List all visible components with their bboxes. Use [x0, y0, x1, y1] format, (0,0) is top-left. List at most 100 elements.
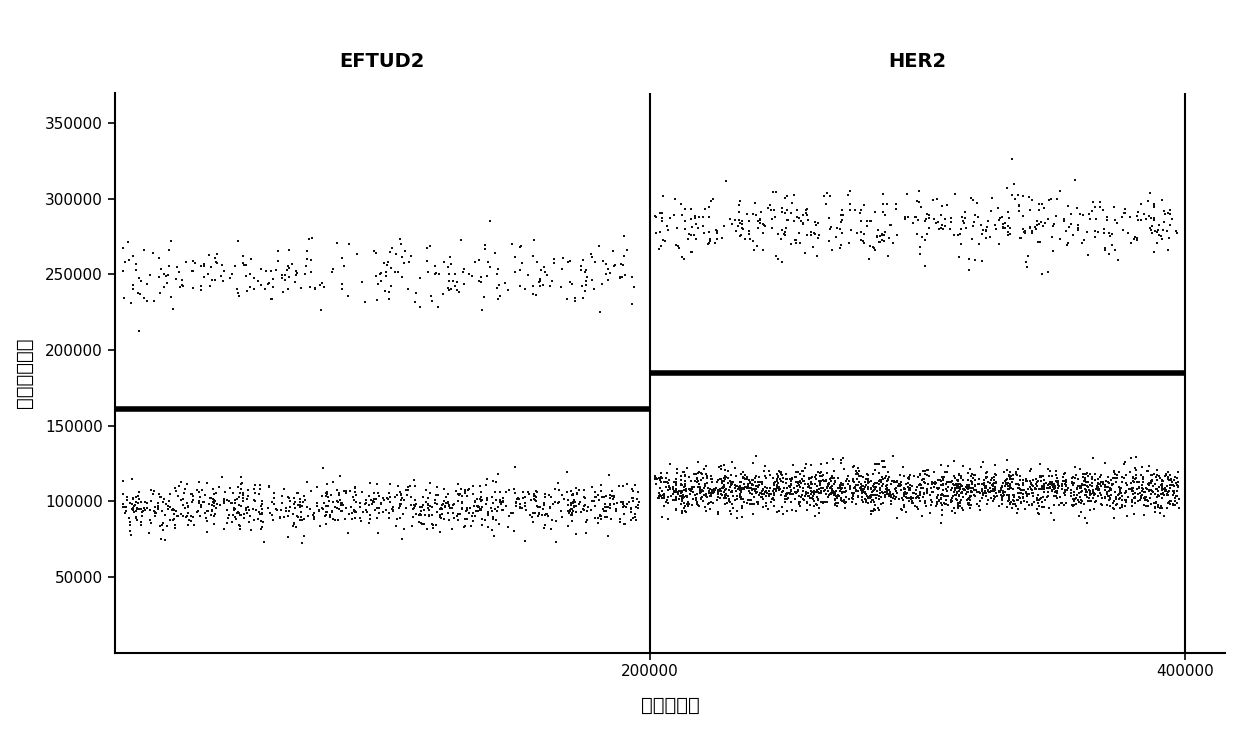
- Point: [993, 219, 1013, 231]
- Point: [1038, 266, 1058, 277]
- Point: [771, 469, 791, 481]
- Point: [451, 483, 471, 495]
- Point: [801, 482, 821, 493]
- Point: [532, 509, 552, 520]
- Point: [861, 505, 880, 517]
- Point: [615, 250, 635, 261]
- Point: [272, 504, 291, 516]
- Point: [758, 202, 777, 214]
- Point: [951, 496, 971, 507]
- Point: [466, 506, 486, 518]
- Point: [190, 476, 210, 488]
- Point: [228, 507, 248, 518]
- Point: [998, 207, 1018, 218]
- Point: [878, 199, 898, 210]
- Point: [651, 207, 671, 219]
- Point: [941, 484, 961, 496]
- Point: [737, 471, 756, 483]
- Point: [797, 481, 817, 493]
- Point: [322, 506, 342, 518]
- Point: [651, 482, 671, 493]
- Point: [1003, 494, 1023, 506]
- Point: [711, 485, 730, 497]
- Point: [334, 485, 353, 497]
- Point: [857, 488, 877, 500]
- Point: [1075, 474, 1095, 485]
- Point: [983, 493, 1003, 504]
- Point: [1100, 227, 1120, 239]
- Point: [1056, 484, 1076, 496]
- Point: [151, 534, 171, 545]
- Point: [944, 229, 963, 241]
- Point: [164, 513, 184, 525]
- Point: [520, 509, 539, 520]
- Point: [510, 499, 529, 510]
- Point: [511, 264, 531, 276]
- Point: [1138, 460, 1158, 472]
- Point: [970, 504, 990, 515]
- Point: [708, 491, 728, 502]
- Point: [668, 242, 688, 254]
- Point: [923, 194, 942, 206]
- Point: [1070, 480, 1090, 491]
- Point: [418, 502, 438, 514]
- Point: [675, 480, 694, 491]
- Point: [153, 524, 172, 536]
- Point: [791, 477, 811, 489]
- Point: [497, 284, 517, 296]
- Point: [221, 497, 241, 509]
- Point: [962, 233, 982, 245]
- Point: [866, 477, 885, 489]
- Point: [1148, 485, 1168, 496]
- Point: [878, 466, 898, 478]
- Point: [739, 215, 759, 227]
- Point: [673, 253, 693, 265]
- Point: [1056, 498, 1076, 510]
- Point: [1023, 474, 1043, 485]
- Point: [1149, 481, 1169, 493]
- Point: [301, 485, 321, 496]
- Point: [949, 485, 968, 497]
- Point: [878, 485, 898, 497]
- Point: [196, 512, 216, 524]
- Point: [869, 478, 889, 490]
- Point: [825, 475, 844, 487]
- Point: [1047, 490, 1066, 502]
- Point: [188, 496, 208, 507]
- Point: [226, 497, 246, 509]
- Point: [1038, 464, 1058, 475]
- Point: [201, 492, 221, 504]
- Point: [1109, 488, 1128, 500]
- Point: [846, 485, 866, 497]
- Point: [714, 458, 734, 470]
- Point: [657, 476, 677, 488]
- Point: [277, 264, 296, 275]
- Point: [1132, 482, 1152, 493]
- Point: [301, 254, 321, 266]
- Point: [858, 497, 878, 509]
- Point: [807, 486, 827, 498]
- Point: [678, 228, 698, 240]
- Point: [822, 485, 842, 497]
- Point: [537, 509, 557, 520]
- Point: [1164, 480, 1184, 492]
- Point: [1092, 476, 1112, 488]
- Point: [864, 483, 884, 495]
- Point: [649, 490, 668, 502]
- Point: [574, 485, 594, 496]
- Point: [1110, 493, 1130, 505]
- Point: [464, 500, 484, 512]
- Point: [913, 231, 932, 243]
- Point: [339, 291, 358, 302]
- Point: [675, 484, 694, 496]
- Point: [715, 175, 735, 187]
- Point: [892, 503, 911, 515]
- Point: [391, 500, 410, 512]
- Point: [734, 483, 754, 495]
- Point: [440, 503, 460, 515]
- Point: [947, 474, 967, 485]
- Point: [620, 496, 640, 507]
- Point: [1014, 226, 1034, 238]
- Point: [1143, 480, 1163, 492]
- Point: [649, 493, 668, 504]
